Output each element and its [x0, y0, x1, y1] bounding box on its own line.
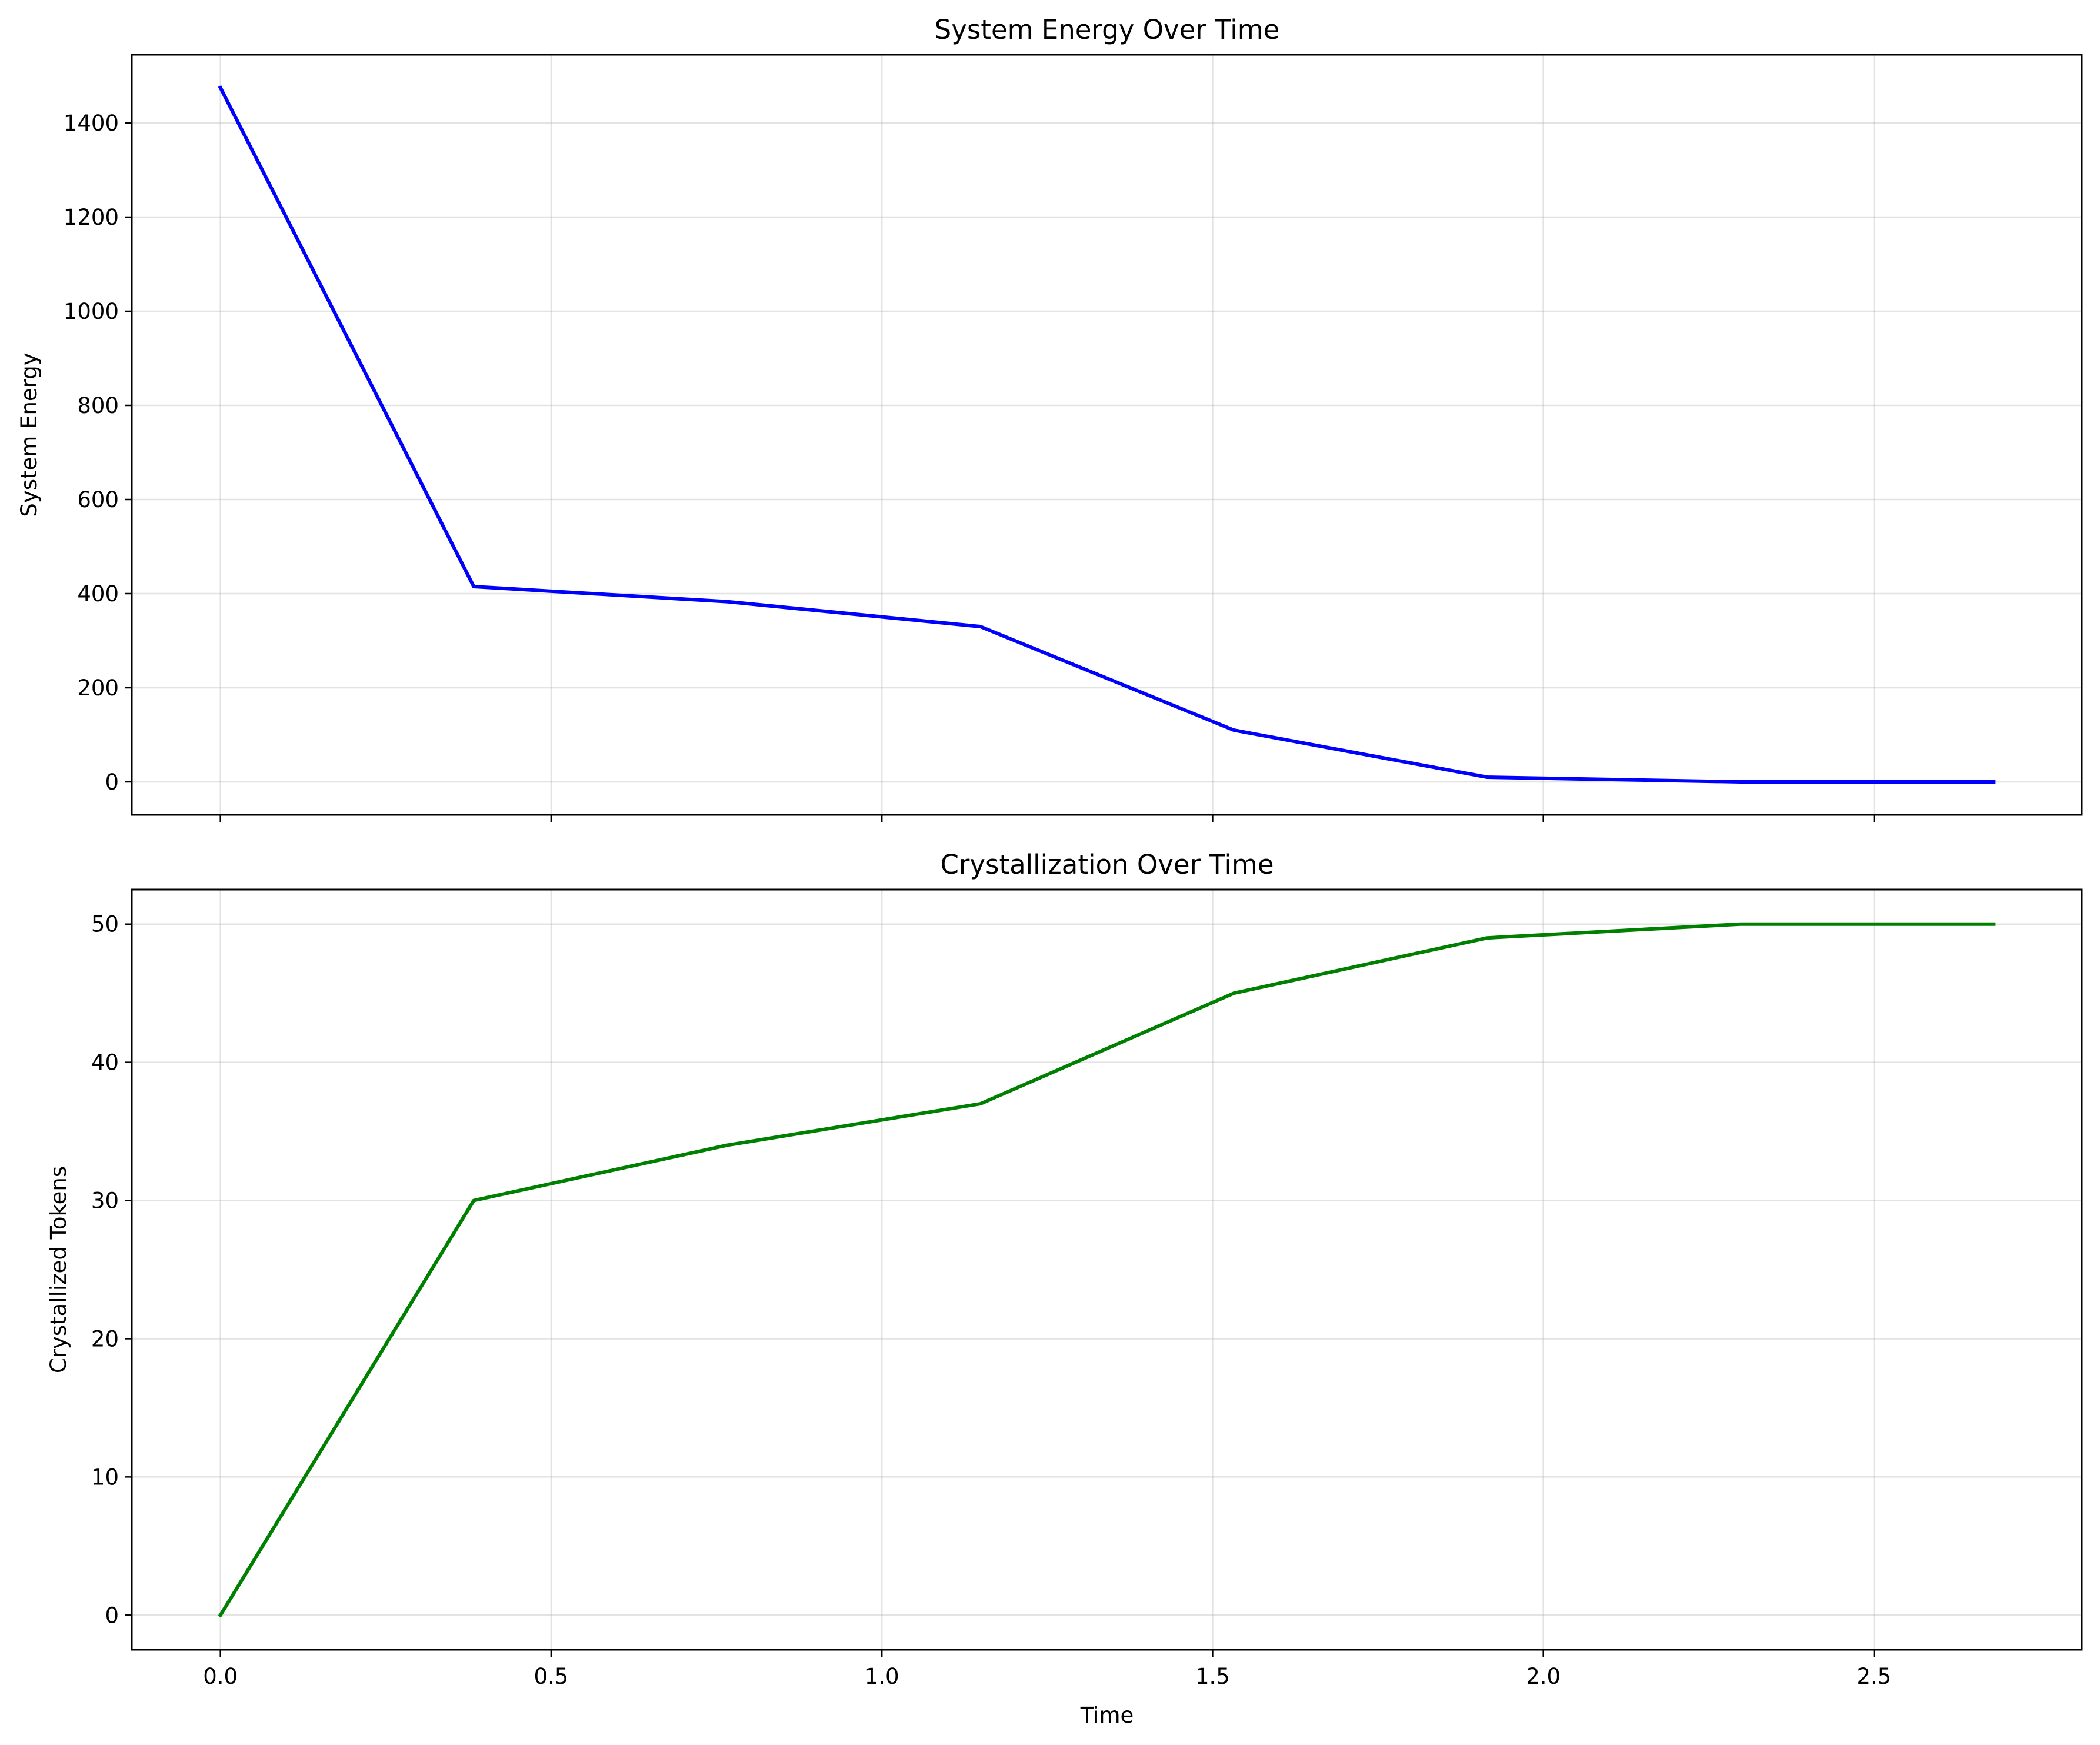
- crystallization-y-tick-label: 50: [91, 912, 119, 937]
- crystallization-x-tick-label: 0.5: [534, 1664, 569, 1689]
- crystallization-panel: Crystallization Over Time 0.0 0.5 1.0 1.5 2.…: [46, 849, 2083, 1728]
- energy-grid: [132, 55, 2082, 815]
- energy-y-tick-label: 400: [77, 581, 119, 607]
- energy-y-tick-label: 600: [77, 487, 119, 512]
- crystallization-y-tick-label: 30: [91, 1188, 119, 1214]
- energy-y-tick-label: 0: [105, 770, 119, 795]
- energy-y-tick-label: 200: [77, 675, 119, 701]
- energy-chart-title: System Energy Over Time: [935, 14, 1280, 45]
- crystallization-x-axis-label: Time: [1080, 1703, 1134, 1728]
- crystallization-x-tick-label: 1.0: [865, 1664, 899, 1689]
- crystallization-x-tick-label: 2.0: [1526, 1664, 1561, 1689]
- energy-axes-frame: [131, 54, 2083, 816]
- crystallization-y-tick-label: 20: [91, 1326, 119, 1351]
- energy-y-tick-label: 1200: [64, 205, 119, 230]
- crystallization-series: [218, 922, 1996, 1618]
- energy-panel: System Energy Over Time 0 200 400 600 800 100…: [16, 14, 2083, 822]
- crystallization-ticks: 0.0 0.5 1.0 1.5 2.0 2.5 0 10 20 30 40 50: [91, 912, 1891, 1689]
- energy-series-line: [218, 85, 1996, 784]
- energy-y-axis-label: System Energy: [16, 352, 42, 517]
- crystallization-grid: [132, 890, 2082, 1650]
- energy-series: [218, 85, 1996, 784]
- crystallization-chart-title: Crystallization Over Time: [940, 849, 1274, 880]
- crystallization-series-line: [218, 922, 1996, 1618]
- energy-y-tick-label: 1000: [64, 299, 119, 324]
- crystallization-x-tick-label: 1.5: [1195, 1664, 1230, 1689]
- crystallization-y-tick-label: 10: [91, 1464, 119, 1490]
- energy-y-tick-label: 1400: [64, 111, 119, 136]
- crystallization-y-axis-label: Crystallized Tokens: [46, 1166, 71, 1373]
- crystallization-x-tick-label: 2.5: [1856, 1664, 1891, 1689]
- crystallization-y-tick-label: 0: [105, 1603, 119, 1628]
- energy-ticks: 0 200 400 600 800 1000 1200 1400: [64, 111, 1875, 822]
- energy-y-tick-label: 800: [77, 393, 119, 418]
- crystallization-axes-frame: [131, 888, 2083, 1651]
- crystallization-x-tick-label: 0.0: [203, 1664, 238, 1689]
- crystallization-y-tick-label: 40: [91, 1050, 119, 1075]
